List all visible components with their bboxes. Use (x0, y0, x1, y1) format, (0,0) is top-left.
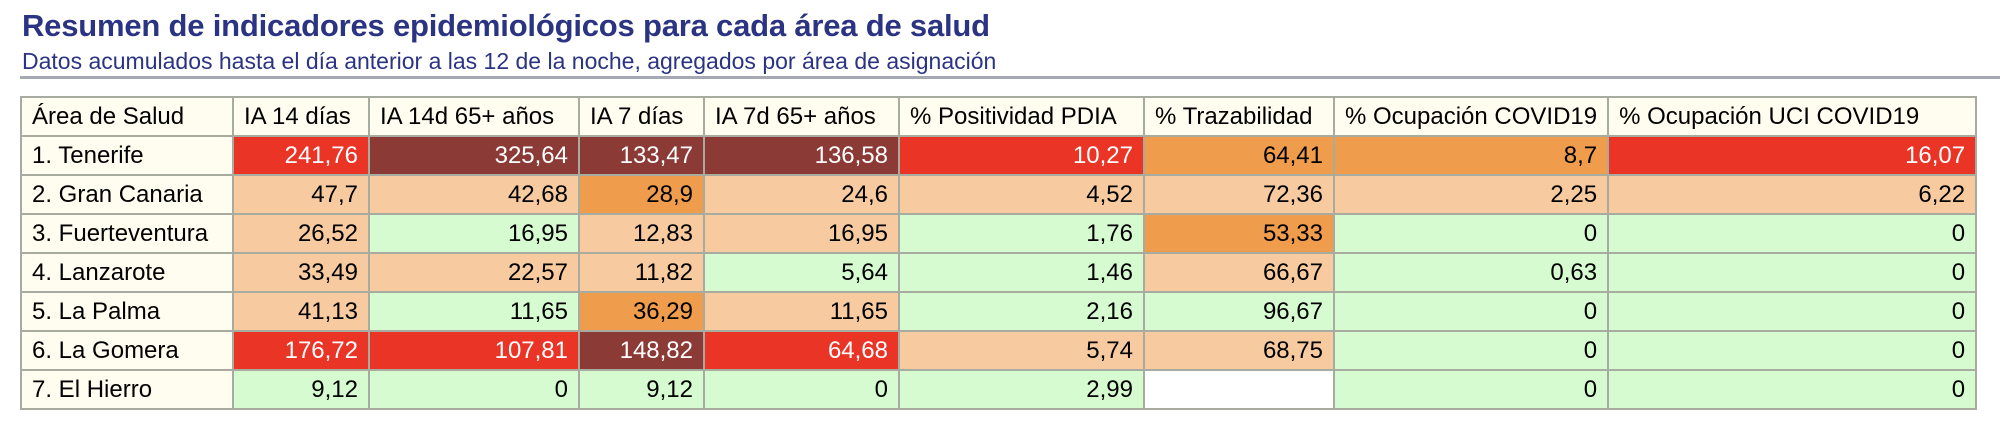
value-cell: 0 (1607, 330, 1978, 371)
value-cell: 136,58 (703, 135, 900, 176)
header-divider (20, 76, 2000, 79)
table-row: 5. La Palma 41,13 11,65 36,29 11,65 2,16 96,67… (20, 291, 1978, 332)
value-cell: 96,67 (1143, 291, 1335, 332)
value-cell: 22,57 (368, 252, 580, 293)
value-cell: 0 (1607, 252, 1978, 293)
table-header-row: Área de Salud IA 14 días IA 14d 65+ años… (20, 96, 1978, 137)
value-cell: 36,29 (578, 291, 705, 332)
value-cell: 0 (1332, 330, 1610, 371)
table-body: 1. Tenerife 241,76 325,64 133,47 136,58 10,27… (20, 135, 1978, 410)
value-cell: 64,41 (1143, 135, 1335, 176)
value-cell: 42,68 (368, 174, 580, 215)
value-cell: 1,46 (898, 252, 1145, 293)
column-header-positividad[interactable]: % Positividad PDIA (898, 96, 1145, 137)
column-header-ia7[interactable]: IA 7 días (578, 96, 705, 137)
value-cell: 325,64 (368, 135, 580, 176)
value-cell: 53,33 (1143, 213, 1335, 254)
value-cell: 4,52 (898, 174, 1145, 215)
value-cell: 5,74 (898, 330, 1145, 371)
column-header-ia14[interactable]: IA 14 días (232, 96, 370, 137)
value-cell: 26,52 (232, 213, 370, 254)
value-cell: 11,82 (578, 252, 705, 293)
table-row: 7. El Hierro 9,12 0 9,12 0 2,99 0 0 (20, 369, 1978, 410)
column-header-ia14-65[interactable]: IA 14d 65+ años (368, 96, 580, 137)
value-cell: 107,81 (368, 330, 580, 371)
value-cell: 10,27 (898, 135, 1145, 176)
column-header-trazabilidad[interactable]: % Trazabilidad (1143, 96, 1335, 137)
value-cell: 11,65 (703, 291, 900, 332)
value-cell: 16,07 (1607, 135, 1978, 176)
table-row: 3. Fuerteventura 26,52 16,95 12,83 16,95 1,76… (20, 213, 1978, 254)
value-cell: 16,95 (368, 213, 580, 254)
table-row: 2. Gran Canaria 47,7 42,68 28,9 24,6 4,52 72,3… (20, 174, 1978, 215)
value-cell (1143, 369, 1335, 410)
area-name-cell: 3. Fuerteventura (20, 213, 234, 254)
value-cell: 5,64 (703, 252, 900, 293)
value-cell: 0 (368, 369, 580, 410)
value-cell: 6,22 (1607, 174, 1978, 215)
value-cell: 0 (1607, 369, 1978, 410)
value-cell: 66,67 (1143, 252, 1335, 293)
area-name-cell: 6. La Gomera (20, 330, 234, 371)
area-name-cell: 7. El Hierro (20, 369, 234, 410)
value-cell: 133,47 (578, 135, 705, 176)
value-cell: 24,6 (703, 174, 900, 215)
value-cell: 68,75 (1143, 330, 1335, 371)
table-row: 4. Lanzarote 33,49 22,57 11,82 5,64 1,46 66,67… (20, 252, 1978, 293)
value-cell: 0,63 (1332, 252, 1610, 293)
value-cell: 72,36 (1143, 174, 1335, 215)
area-name-cell: 1. Tenerife (20, 135, 234, 176)
value-cell: 2,16 (898, 291, 1145, 332)
column-header-ocupacion-uci[interactable]: % Ocupación UCI COVID19 (1607, 96, 1978, 137)
page-title: Resumen de indicadores epidemiológicos p… (22, 8, 990, 43)
value-cell: 2,25 (1332, 174, 1610, 215)
area-name-cell: 2. Gran Canaria (20, 174, 234, 215)
value-cell: 16,95 (703, 213, 900, 254)
area-name-cell: 5. La Palma (20, 291, 234, 332)
value-cell: 12,83 (578, 213, 705, 254)
indicators-table: Área de Salud IA 14 días IA 14d 65+ años… (20, 96, 1978, 410)
value-cell: 28,9 (578, 174, 705, 215)
value-cell: 176,72 (232, 330, 370, 371)
value-cell: 64,68 (703, 330, 900, 371)
value-cell: 8,7 (1332, 135, 1610, 176)
page-subtitle: Datos acumulados hasta el día anterior a… (22, 48, 997, 74)
value-cell: 11,65 (368, 291, 580, 332)
value-cell: 241,76 (232, 135, 370, 176)
value-cell: 41,13 (232, 291, 370, 332)
area-name-cell: 4. Lanzarote (20, 252, 234, 293)
table-row: 1. Tenerife 241,76 325,64 133,47 136,58 10,27… (20, 135, 1978, 176)
value-cell: 9,12 (578, 369, 705, 410)
value-cell: 9,12 (232, 369, 370, 410)
value-cell: 0 (1332, 213, 1610, 254)
column-header-ocupacion[interactable]: % Ocupación COVID19 (1332, 96, 1610, 137)
value-cell: 0 (1607, 291, 1978, 332)
column-header-ia7-65[interactable]: IA 7d 65+ años (703, 96, 900, 137)
value-cell: 1,76 (898, 213, 1145, 254)
value-cell: 2,99 (898, 369, 1145, 410)
value-cell: 33,49 (232, 252, 370, 293)
table-row: 6. La Gomera 176,72 107,81 148,82 64,68 5,74 6… (20, 330, 1978, 371)
column-header-area[interactable]: Área de Salud (20, 96, 234, 137)
value-cell: 47,7 (232, 174, 370, 215)
value-cell: 0 (703, 369, 900, 410)
value-cell: 0 (1607, 213, 1978, 254)
value-cell: 0 (1332, 291, 1610, 332)
value-cell: 148,82 (578, 330, 705, 371)
value-cell: 0 (1332, 369, 1610, 410)
